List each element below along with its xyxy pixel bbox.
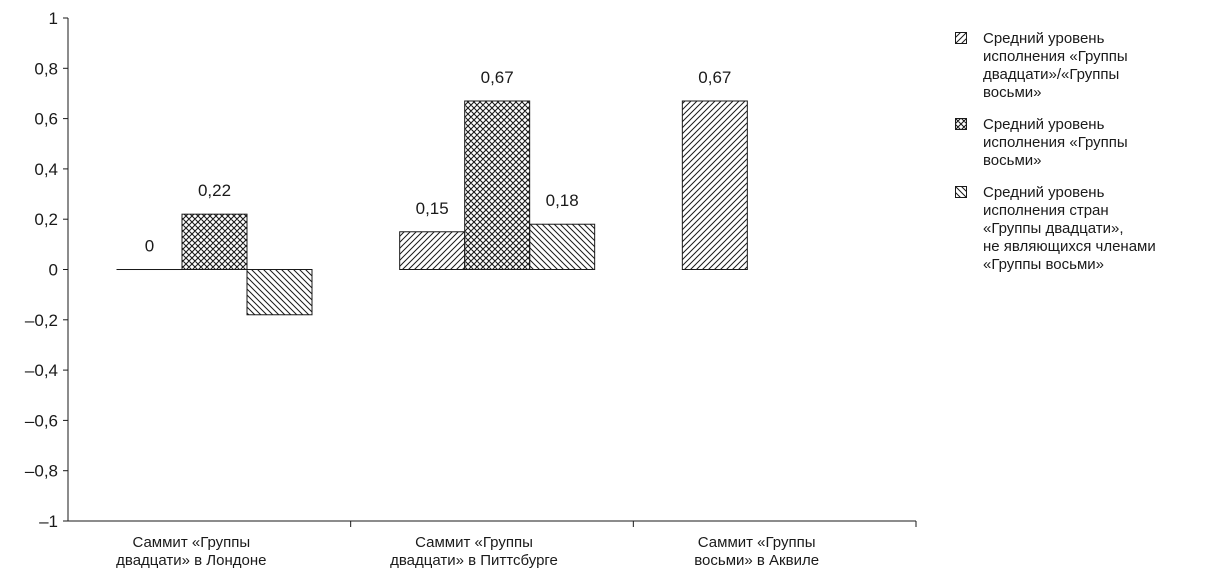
y-tick-label: –0,6 <box>25 411 58 430</box>
legend-swatch-hatch-right <box>955 32 967 44</box>
y-tick-label: –1 <box>39 512 58 531</box>
bar <box>181 213 248 270</box>
y-tick-label: 0,2 <box>34 210 58 229</box>
y-tick-label: 0,4 <box>34 160 58 179</box>
x-category-label: Саммит «Группы восьми» в Аквиле <box>694 534 819 569</box>
bars <box>116 100 748 316</box>
legend-label: Средний уровень исполнения «Группы двадц… <box>983 30 1128 101</box>
data-labels: 0 0,22 0,15 0,67 0,18 0,67 <box>145 68 732 256</box>
bar-value-label: 0,15 <box>416 199 449 218</box>
legend-swatch-hatch-left <box>955 186 967 198</box>
bar <box>681 100 748 271</box>
y-tick-label: 1 <box>49 9 58 28</box>
legend-label: Средний уровень исполнения «Группы восьм… <box>983 116 1128 169</box>
bar-value-label: 0,22 <box>198 181 231 200</box>
x-category-label: Саммит «Группы двадцати» в Лондоне <box>116 534 266 569</box>
bar-value-label: 0,67 <box>698 68 731 87</box>
axes: 1 0,8 0,6 0,4 0,2 0 –0,2 –0,4 –0,6 –0,8 –1 Саммит «… <box>25 9 917 569</box>
bar-value-label: 0,67 <box>481 68 514 87</box>
bar <box>399 231 466 270</box>
legend-item-series-2: Средний уровень исполнения «Группы восьм… <box>955 116 1205 170</box>
bar <box>529 223 596 270</box>
bar-value-label: 0,18 <box>546 191 579 210</box>
x-category-label: Саммит «Группы двадцати» в Питтсбурге <box>390 534 558 569</box>
bar-value-label: 0 <box>145 237 154 256</box>
legend-item-series-3: Средний уровень исполнения стран «Группы… <box>955 184 1205 274</box>
legend: Средний уровень исполнения «Группы двадц… <box>955 30 1205 288</box>
y-tick-label: –0,8 <box>25 462 58 481</box>
y-tick-label: –0,2 <box>25 311 58 330</box>
legend-label: Средний уровень исполнения стран «Группы… <box>983 184 1156 273</box>
y-tick-label: 0,6 <box>34 110 58 129</box>
legend-swatch-crosshatch <box>955 118 967 130</box>
y-tick-label: –0,4 <box>25 361 58 380</box>
legend-item-series-1: Средний уровень исполнения «Группы двадц… <box>955 30 1205 102</box>
y-tick-label: 0 <box>49 261 58 280</box>
y-tick-label: 0,8 <box>34 59 58 78</box>
bar <box>464 100 531 271</box>
bar-chart: 1 0,8 0,6 0,4 0,2 0 –0,2 –0,4 –0,6 –0,8 –1 Саммит «… <box>25 9 917 569</box>
bar <box>246 269 313 316</box>
